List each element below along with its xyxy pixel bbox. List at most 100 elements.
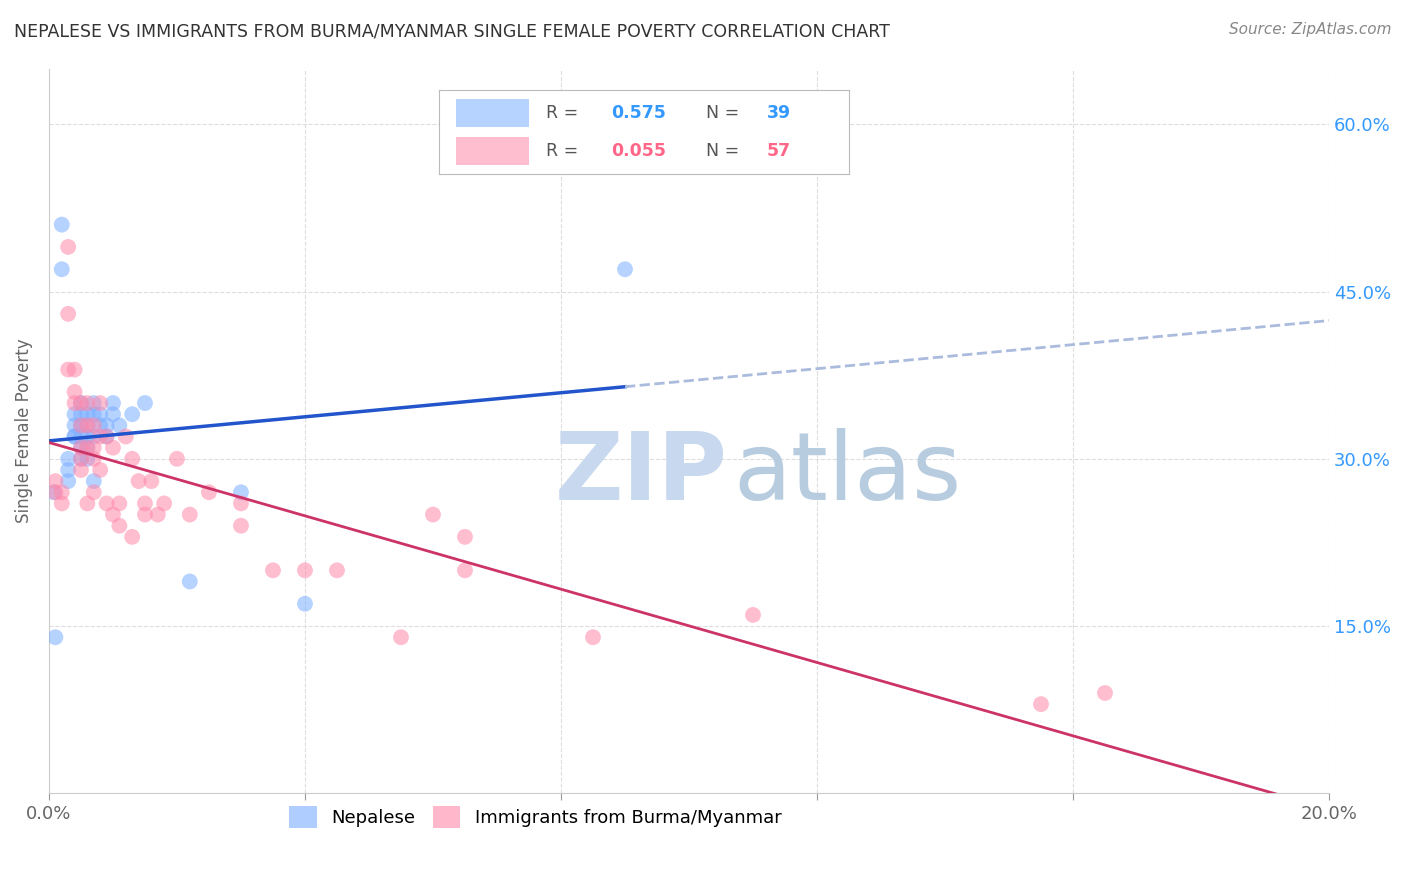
Point: [89, 463, 111, 477]
Point: [198, 485, 221, 500]
Point: [83, 485, 105, 500]
Point: [83, 396, 105, 410]
Point: [44, 485, 66, 500]
Point: [96, 418, 118, 433]
Point: [56, 451, 79, 466]
Point: [101, 441, 124, 455]
Point: [1029, 697, 1052, 711]
Point: [121, 407, 143, 421]
Point: [96, 496, 118, 510]
Point: [326, 563, 349, 577]
Point: [89, 407, 111, 421]
Point: [51, 218, 73, 232]
Point: [96, 429, 118, 443]
Point: [76, 496, 98, 510]
Point: [101, 407, 124, 421]
Point: [229, 485, 252, 500]
Point: [89, 429, 111, 443]
Point: [1094, 686, 1116, 700]
Point: [76, 441, 98, 455]
Text: ZIP: ZIP: [554, 428, 727, 520]
Point: [51, 485, 73, 500]
Point: [89, 396, 111, 410]
Point: [44, 630, 66, 644]
Point: [76, 429, 98, 443]
Point: [89, 418, 111, 433]
Point: [454, 563, 477, 577]
Point: [134, 508, 156, 522]
Point: [63, 396, 86, 410]
Point: [63, 407, 86, 421]
Point: [83, 441, 105, 455]
Point: [108, 518, 131, 533]
Text: atlas: atlas: [734, 428, 962, 520]
Point: [42, 485, 65, 500]
Point: [70, 451, 93, 466]
Point: [70, 418, 93, 433]
Point: [70, 396, 93, 410]
Point: [454, 530, 477, 544]
Point: [76, 451, 98, 466]
Point: [83, 407, 105, 421]
Point: [63, 429, 86, 443]
Legend: Nepalese, Immigrants from Burma/Myanmar: Nepalese, Immigrants from Burma/Myanmar: [283, 798, 789, 835]
Point: [70, 441, 93, 455]
Point: [83, 451, 105, 466]
Point: [83, 474, 105, 488]
Point: [262, 563, 284, 577]
Point: [101, 508, 124, 522]
Point: [101, 396, 124, 410]
Point: [134, 396, 156, 410]
Point: [121, 451, 143, 466]
Point: [56, 474, 79, 488]
Point: [70, 407, 93, 421]
Point: [70, 429, 93, 443]
Point: [76, 407, 98, 421]
Point: [56, 362, 79, 376]
Point: [76, 418, 98, 433]
Point: [121, 530, 143, 544]
Point: [614, 262, 637, 277]
Point: [146, 508, 169, 522]
Point: [108, 496, 131, 510]
Point: [51, 496, 73, 510]
Point: [56, 307, 79, 321]
Point: [229, 518, 252, 533]
Point: [582, 630, 605, 644]
Point: [83, 429, 105, 443]
Point: [128, 474, 150, 488]
Point: [153, 496, 176, 510]
Point: [44, 474, 66, 488]
Point: [108, 418, 131, 433]
Y-axis label: Single Female Poverty: Single Female Poverty: [15, 339, 32, 524]
Text: Source: ZipAtlas.com: Source: ZipAtlas.com: [1229, 22, 1392, 37]
Point: [76, 396, 98, 410]
Point: [229, 496, 252, 510]
Point: [63, 384, 86, 399]
Point: [56, 240, 79, 254]
Point: [389, 630, 412, 644]
Point: [63, 429, 86, 443]
Point: [141, 474, 163, 488]
Point: [179, 574, 201, 589]
Point: [63, 418, 86, 433]
Point: [56, 463, 79, 477]
Point: [63, 362, 86, 376]
Point: [114, 429, 136, 443]
Point: [422, 508, 444, 522]
Point: [179, 508, 201, 522]
Point: [51, 262, 73, 277]
Point: [96, 429, 118, 443]
Point: [70, 418, 93, 433]
Point: [70, 396, 93, 410]
Point: [76, 418, 98, 433]
Point: [76, 441, 98, 455]
Point: [166, 451, 188, 466]
Point: [70, 451, 93, 466]
Point: [294, 597, 316, 611]
Point: [70, 441, 93, 455]
Point: [70, 463, 93, 477]
Point: [134, 496, 156, 510]
Point: [294, 563, 316, 577]
Text: NEPALESE VS IMMIGRANTS FROM BURMA/MYANMAR SINGLE FEMALE POVERTY CORRELATION CHAR: NEPALESE VS IMMIGRANTS FROM BURMA/MYANMA…: [14, 22, 890, 40]
